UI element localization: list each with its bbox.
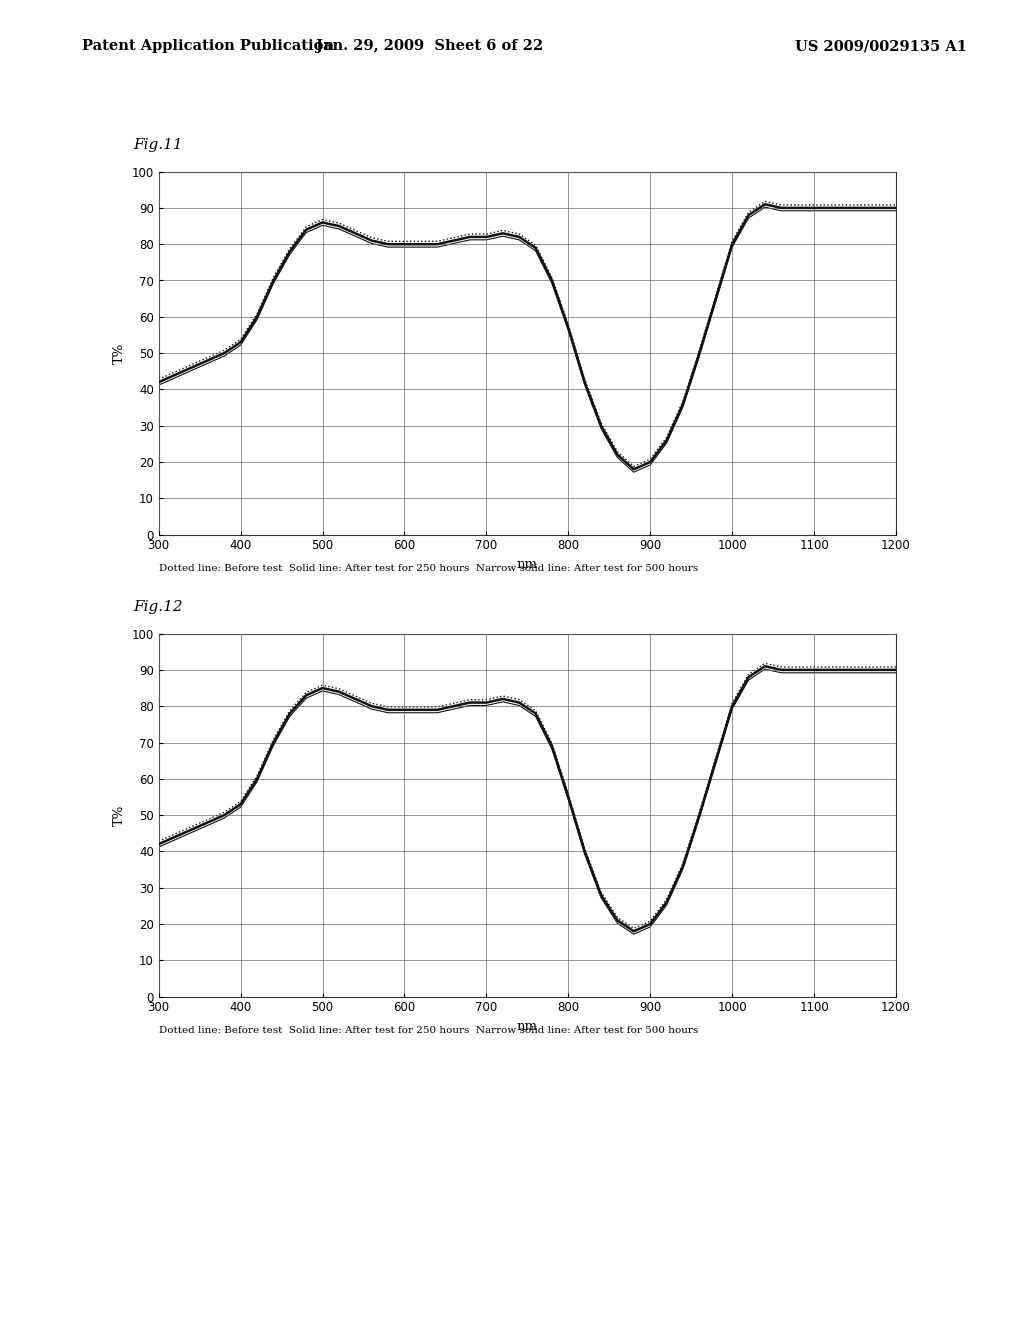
X-axis label: nm: nm — [517, 1020, 538, 1034]
Y-axis label: T%: T% — [113, 342, 126, 364]
Text: Fig.11: Fig.11 — [133, 137, 182, 152]
Y-axis label: T%: T% — [113, 804, 126, 826]
Text: Dotted line: Before test  Solid line: After test for 250 hours  Narrow solid lin: Dotted line: Before test Solid line: Aft… — [159, 564, 698, 573]
Text: Patent Application Publication: Patent Application Publication — [82, 40, 334, 53]
Text: Dotted line: Before test  Solid line: After test for 250 hours  Narrow solid lin: Dotted line: Before test Solid line: Aft… — [159, 1026, 698, 1035]
Text: Fig.12: Fig.12 — [133, 599, 182, 614]
X-axis label: nm: nm — [517, 558, 538, 572]
Text: Jan. 29, 2009  Sheet 6 of 22: Jan. 29, 2009 Sheet 6 of 22 — [316, 40, 544, 53]
Text: US 2009/0029135 A1: US 2009/0029135 A1 — [795, 40, 967, 53]
